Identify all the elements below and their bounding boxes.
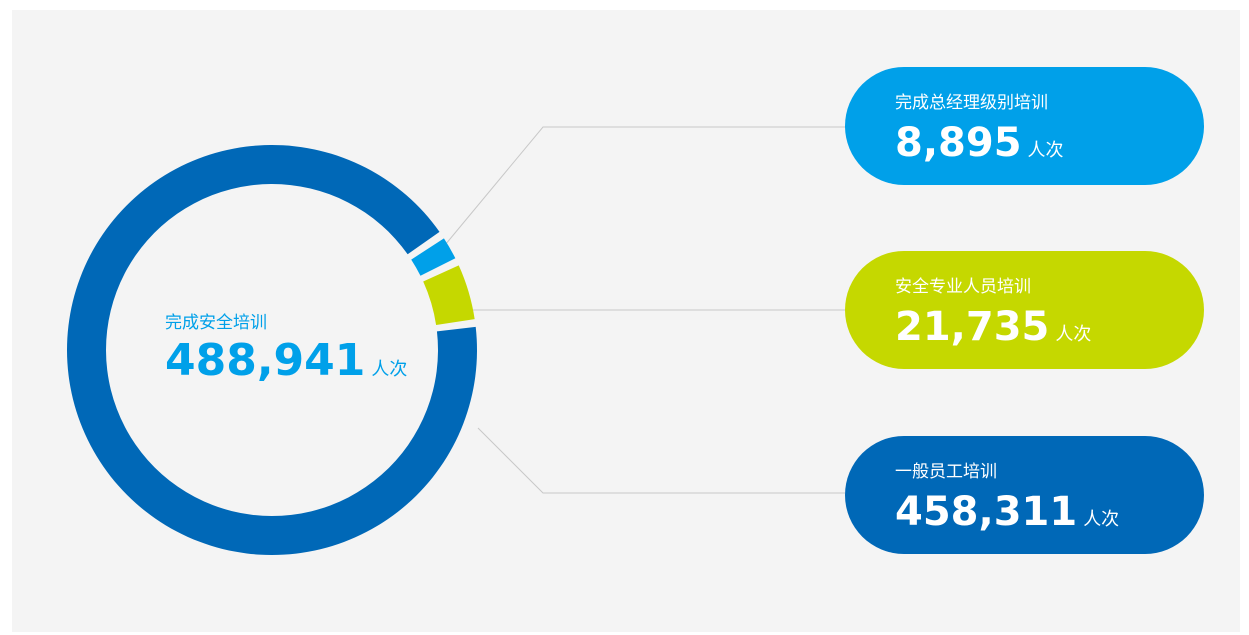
value-label: 21,735	[895, 304, 1049, 350]
donut-segment	[411, 238, 456, 276]
donut-segment	[423, 265, 475, 326]
pill-label: 一般员工培训	[895, 462, 997, 482]
center-total: 488,941 人次	[165, 335, 407, 386]
pill	[845, 251, 1204, 369]
pill-label: 安全专业人员培训	[895, 277, 1031, 297]
pill-number: 21,735 人次	[895, 304, 1091, 350]
total-value: 488,941	[165, 335, 365, 386]
pill-label: 完成总经理级别培训	[895, 93, 1048, 113]
connector	[477, 427, 845, 494]
pill	[845, 436, 1204, 554]
center-label: 完成安全培训	[165, 313, 267, 333]
pill-number: 458,311 人次	[895, 489, 1119, 535]
pill-number: 8,895 人次	[895, 120, 1064, 166]
unit: 人次	[1055, 324, 1091, 345]
unit: 人次	[1083, 509, 1119, 530]
pill	[845, 67, 1204, 185]
unit: 人次	[1028, 140, 1064, 161]
unit: 人次	[371, 359, 407, 380]
value-label: 8,895	[895, 120, 1022, 166]
value-label: 458,311	[895, 489, 1077, 535]
connector	[444, 126, 845, 246]
